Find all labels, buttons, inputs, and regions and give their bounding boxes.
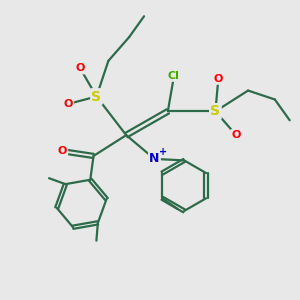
Text: +: +	[159, 147, 167, 158]
Text: O: O	[232, 130, 241, 140]
Text: S: S	[210, 104, 220, 118]
Text: N: N	[149, 152, 160, 165]
Text: Cl: Cl	[168, 71, 180, 81]
Text: O: O	[58, 146, 67, 157]
Text: O: O	[64, 99, 73, 109]
Text: S: S	[92, 89, 101, 103]
Text: O: O	[76, 63, 85, 73]
Text: O: O	[214, 74, 223, 84]
